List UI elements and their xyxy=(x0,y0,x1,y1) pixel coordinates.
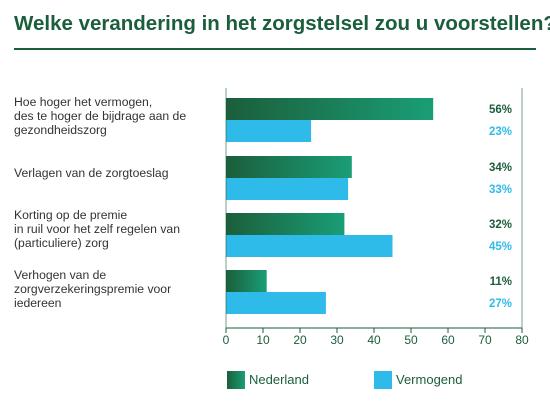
x-tick-label: 40 xyxy=(367,333,381,347)
pct-label-nederland-1: 56% xyxy=(489,104,512,116)
pct-label-nederland-4: 11% xyxy=(490,276,512,288)
category-label-line: Verlagen van de zorgtoeslag xyxy=(14,166,169,180)
category-label-line: zorgverzekeringspremie voor xyxy=(14,282,172,296)
pct-label-vermogend-4: 27% xyxy=(489,298,512,310)
category-label-line: Hoe hoger het vermogen, xyxy=(14,95,153,109)
bar-vermogend-4 xyxy=(226,292,326,314)
category-label-line: gezondheidszorg xyxy=(14,123,107,137)
pct-label-nederland-2: 34% xyxy=(489,162,512,174)
bars-group xyxy=(226,98,434,314)
x-tick-label: 50 xyxy=(404,333,418,347)
category-label-line: Korting op de premie xyxy=(14,208,128,222)
category-label-3: Korting op de premie in ruil voor het ze… xyxy=(14,208,219,250)
x-tick-label: 0 xyxy=(223,333,230,347)
category-label-line: iedereen xyxy=(14,296,62,310)
title-rule xyxy=(14,48,536,50)
bar-nederland-2 xyxy=(226,156,352,178)
x-axis: 0 10 20 30 40 50 60 70 80 xyxy=(223,88,529,347)
category-label-4: Verhogen van de zorgverzekeringspremie v… xyxy=(14,268,219,310)
legend-label-nederland: Nederland xyxy=(249,372,309,387)
chart-title: Welke verandering in het zorgstelsel zou… xyxy=(14,12,550,35)
legend-swatch-nederland xyxy=(227,371,245,389)
x-tick-label: 70 xyxy=(478,333,492,347)
x-tick-label: 30 xyxy=(330,333,344,347)
pct-label-vermogend-1: 23% xyxy=(489,126,512,138)
x-tick-label: 60 xyxy=(441,333,455,347)
category-label-line: in ruil voor het zelf regelen van xyxy=(14,222,180,236)
bar-vermogend-1 xyxy=(226,120,312,142)
category-label-line: (particuliere) zorg xyxy=(14,236,109,250)
bar-nederland-4 xyxy=(226,270,267,292)
pct-label-vermogend-3: 45% xyxy=(489,241,512,253)
category-label-line: des te hoger de bijdrage aan de xyxy=(14,109,187,123)
category-label-1: Hoe hoger het vermogen, des te hoger de … xyxy=(14,95,219,137)
percent-labels: 56% 23% 34% 33% 32% 45% 11% 27% xyxy=(489,104,512,310)
bar-nederland-1 xyxy=(226,98,434,120)
x-tick-label: 20 xyxy=(293,333,307,347)
pct-label-vermogend-2: 33% xyxy=(489,184,512,196)
bar-vermogend-3 xyxy=(226,235,393,257)
category-label-line: Verhogen van de xyxy=(14,268,107,282)
pct-label-nederland-3: 32% xyxy=(489,219,512,231)
bar-nederland-3 xyxy=(226,213,345,235)
legend-swatch-vermogend xyxy=(374,371,392,389)
category-label-2: Verlagen van de zorgtoeslag xyxy=(14,166,219,180)
x-tick-label: 10 xyxy=(256,333,270,347)
x-tick-label: 80 xyxy=(515,333,529,347)
legend-label-vermogend: Vermogend xyxy=(396,372,463,387)
bar-vermogend-2 xyxy=(226,178,349,200)
